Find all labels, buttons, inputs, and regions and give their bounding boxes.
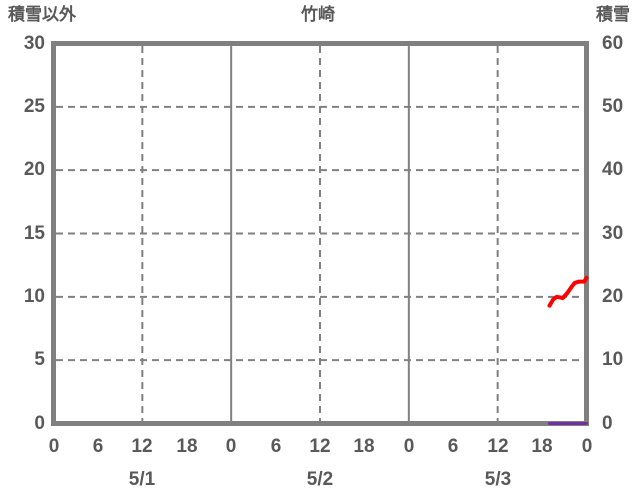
x-axis-hour-tick: 12 [487,436,509,457]
left-axis-title: 積雪以外 [8,5,76,24]
plot-frame [51,41,589,426]
series-red-line [547,275,589,308]
chart-title: 竹崎 [301,5,335,24]
right-axis-title: 積雪 [596,5,630,24]
left-axis-tick: 15 [23,223,45,244]
right-axis-tick: 0 [602,413,613,434]
right-axis-tick: 20 [602,286,624,307]
right-axis-tick: 50 [602,96,624,117]
x-axis-hour-tick: 18 [353,436,375,457]
left-axis-tick: 20 [23,159,45,180]
x-axis-hour-tick: 18 [531,436,553,457]
x-axis-hour-tick: 6 [270,436,282,457]
plot-area [51,41,589,426]
x-axis-date-label: 5/1 [128,469,156,490]
x-axis-date-label: 5/2 [306,469,334,490]
right-axis-tick: 40 [602,159,624,180]
x-axis-hour-tick: 0 [403,436,415,457]
x-axis-hour-tick: 6 [92,436,104,457]
left-axis-tick: 25 [23,96,45,117]
left-axis-tick: 30 [23,33,45,54]
x-axis-hour-tick: 18 [176,436,198,457]
left-axis-tick: 5 [34,349,45,370]
left-axis-tick: 10 [23,286,45,307]
x-axis-hour-tick: 12 [131,436,153,457]
x-axis-hour-tick: 0 [48,436,60,457]
left-axis-tick: 0 [34,413,45,434]
x-axis-hour-tick: 0 [225,436,237,457]
right-axis-tick: 30 [602,223,624,244]
x-axis-date-label: 5/3 [484,469,512,490]
x-axis-hour-tick: 12 [309,436,331,457]
right-axis-tick: 60 [602,33,624,54]
right-axis-tick: 10 [602,349,624,370]
x-axis-hour-tick: 6 [447,436,459,457]
x-axis-hour-tick: 0 [581,436,593,457]
